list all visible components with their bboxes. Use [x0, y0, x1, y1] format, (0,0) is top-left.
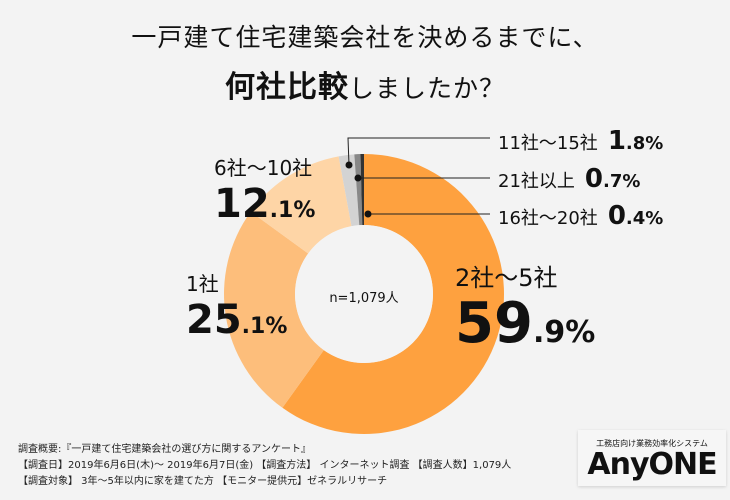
logo-name: AnyONE	[587, 447, 717, 482]
category-label: 2社〜5社	[455, 264, 558, 292]
donut-slice-3	[338, 154, 360, 227]
label-1: 1社 25.1%	[186, 274, 287, 340]
value-int: 1	[607, 126, 626, 156]
title-line1: 一戸建て住宅建築会社を決めるまでに、	[131, 23, 599, 52]
title-line2: 何社比較しましたか？	[0, 62, 730, 106]
label-16-20: 16社〜20社 0.4%	[498, 203, 663, 229]
note-line: 調査概要:『一戸建て住宅建築会社の選び方に関するアンケート』	[18, 444, 311, 455]
value-dec: .1%	[269, 198, 316, 223]
title-emphasis: 何社比較	[224, 70, 349, 105]
value-dec: .9%	[532, 315, 596, 350]
value-dec: .4%	[625, 208, 664, 229]
category-label: 1社	[186, 272, 219, 296]
donut-hole	[295, 225, 433, 363]
category-label: 21社以上	[498, 171, 575, 192]
donut-slice-5	[360, 154, 364, 226]
title-rest: しましたか？	[348, 74, 505, 103]
value-dec: .8%	[625, 133, 664, 154]
label-21-plus: 21社以上 0.7%	[498, 166, 640, 192]
value-dec: .7%	[603, 171, 641, 192]
donut-slice-0	[282, 154, 504, 435]
value-int: 59	[455, 291, 533, 356]
value-int: 0	[584, 164, 603, 194]
donut-slice-1	[224, 211, 324, 408]
label-11-15: 11社〜15社 1.8%	[498, 128, 663, 154]
note-line: 【調査日】2019年6月6日(木)〜 2019年6月7日(金) 【調査方法】 イ…	[18, 460, 512, 471]
label-6-10: 6社〜10社 12.1%	[214, 158, 315, 224]
donut-slice-4	[354, 154, 363, 226]
leader-dot-3	[345, 161, 353, 169]
leader-line-3	[347, 137, 490, 166]
note-line: 【調査対象】 3年〜5年以内に家を建てた方 【モニター提供元】ゼネラルリサーチ	[18, 476, 388, 487]
anyone-logo: 工務店向け業務効率化システム AnyONE	[578, 430, 726, 486]
category-label: 11社〜15社	[498, 133, 598, 154]
category-label: 16社〜20社	[498, 208, 598, 229]
value-int: 0	[607, 201, 626, 231]
donut-slice-2	[250, 156, 352, 254]
category-label: 6社〜10社	[214, 156, 313, 180]
value-int: 12	[214, 181, 270, 227]
value-dec: .1%	[241, 314, 288, 339]
label-2-5: 2社〜5社 59.9%	[455, 266, 595, 352]
survey-notes: 調査概要:『一戸建て住宅建築会社の選び方に関するアンケート』 【調査日】2019…	[18, 442, 511, 490]
value-int: 25	[186, 297, 242, 343]
leader-dot-5	[364, 210, 372, 218]
logo-subtitle: 工務店向け業務効率化システム	[596, 439, 708, 448]
sample-size-label: n=1,079人	[329, 291, 399, 306]
leader-dot-4	[354, 174, 362, 182]
